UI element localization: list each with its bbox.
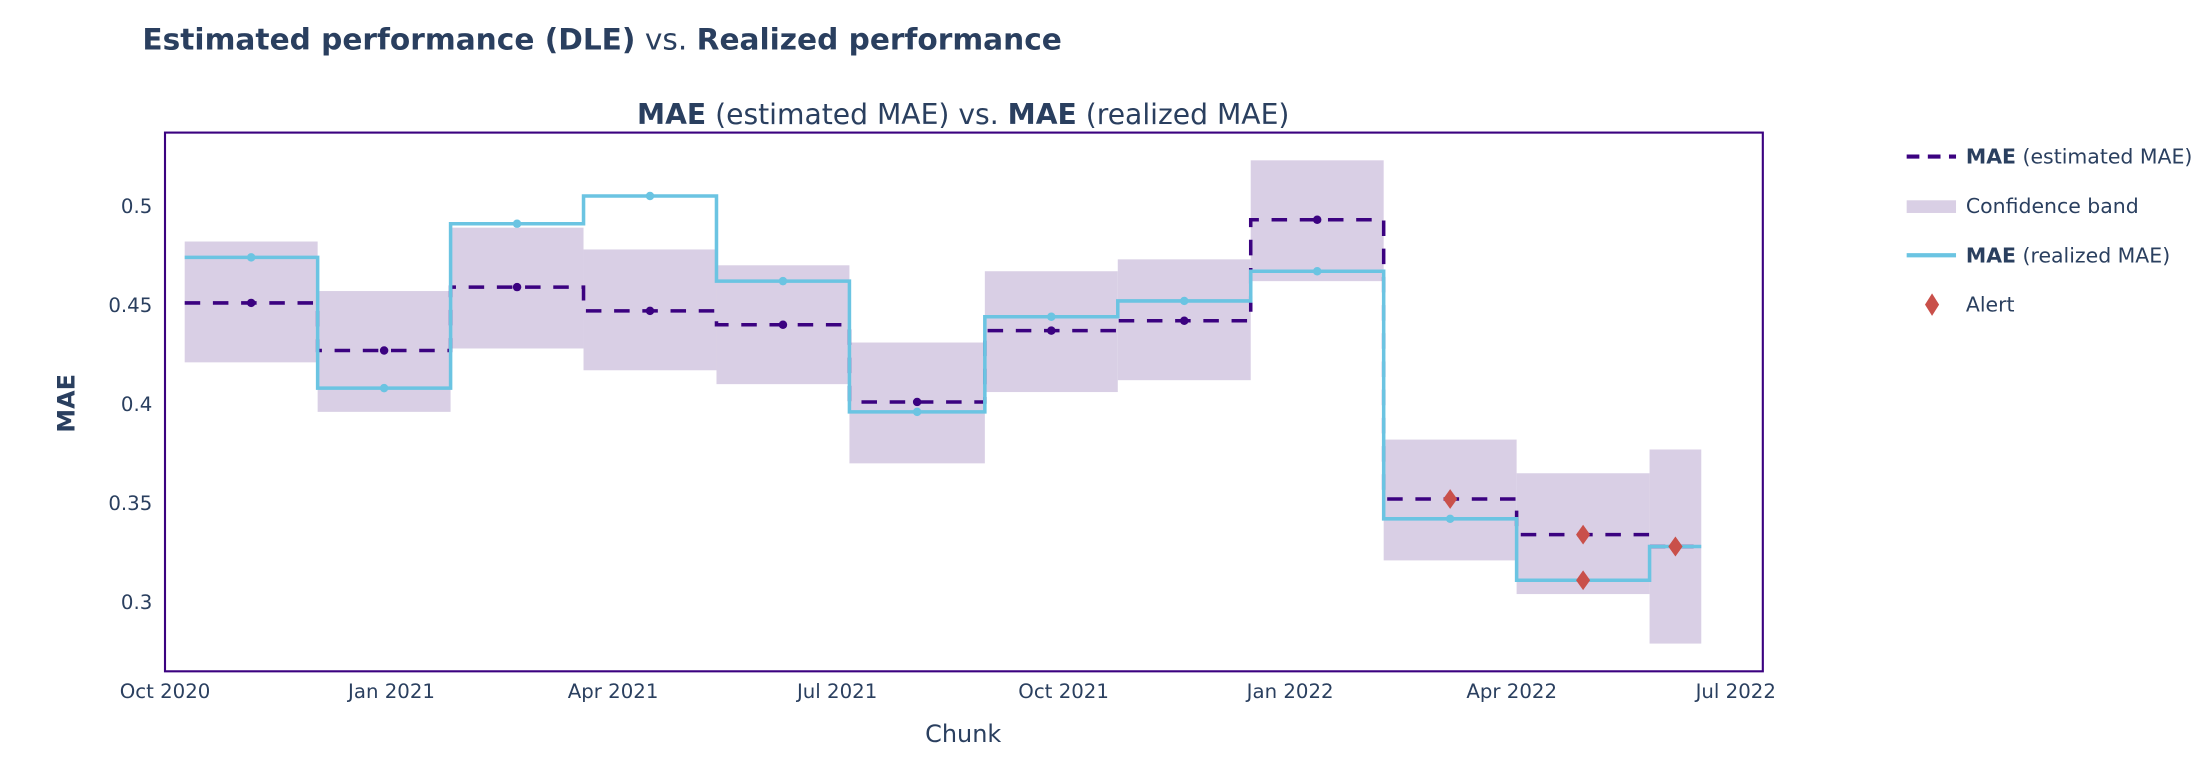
realized-point [379,383,389,393]
x-tick-label: Oct 2021 [1018,680,1109,703]
estimated-point [1312,215,1322,224]
chart-title: Estimated performance (DLE) vs. Realized… [142,22,1061,56]
x-tick-label: Oct 2020 [120,680,211,703]
realized-point [512,219,522,228]
x-tick-label: Jul 2021 [795,680,877,703]
x-tick-label: Apr 2022 [1466,680,1557,703]
x-axis-ticks: Oct 2020 Jan 2021 Apr 2021 Jul 2021 Oct 2021… [120,680,1776,703]
legend-item-alert[interactable]: Alert [1925,293,2015,317]
realized-point [1180,296,1189,306]
band-swatch-icon [1906,200,1957,213]
estimated-point [645,306,655,316]
x-tick-label: Jan 2021 [346,680,435,703]
realized-point [1445,514,1455,524]
svg-text:MAE (estimated MAE): MAE (estimated MAE) [1966,145,2193,169]
alert-marker [1576,570,1591,591]
estimated-point [246,298,256,308]
legend-item-estimated[interactable]: MAE (estimated MAE) [1906,145,2193,169]
legend: MAE (estimated MAE) Confidence band MAE … [1906,145,2193,317]
realized-point [246,253,256,262]
estimated-point [778,320,788,329]
y-tick-label: 0.3 [121,591,152,614]
svg-text:Confidence band: Confidence band [1966,194,2139,218]
alert-marker [1576,524,1591,545]
realized-point [1047,312,1056,322]
y-tick-label: 0.4 [121,393,152,416]
confidence-bands [184,160,1702,644]
estimated-point [1180,316,1189,325]
plot-frame [163,131,1764,673]
series-markers [246,191,1683,591]
x-tick-label: Jan 2022 [1245,680,1334,703]
legend-item-realized[interactable]: MAE (realized MAE) [1906,243,2171,267]
x-tick-label: Apr 2021 [568,680,659,703]
x-axis-label: Chunk [925,720,1001,748]
y-tick-label: 0.35 [108,492,152,515]
estimated-point [512,282,522,292]
realized-mae-line [184,194,1702,582]
series-lines [184,194,1702,582]
chart-subtitle: MAE (estimated MAE) vs. MAE (realized MA… [637,98,1289,131]
estimated-point [912,397,922,407]
y-tick-label: 0.5 [121,195,152,218]
y-axis-ticks: 0.3 0.35 0.4 0.45 0.5 [108,195,152,614]
estimated-point [1047,326,1056,335]
realized-point [912,407,922,417]
svg-text:Alert: Alert [1966,293,2015,317]
y-tick-label: 0.45 [108,294,152,317]
estimated-point [379,346,389,355]
realized-point [1312,267,1322,276]
diamond-icon [1925,293,1940,316]
svg-text:MAE (realized MAE): MAE (realized MAE) [1966,243,2170,267]
y-axis-label: MAE [53,374,81,433]
x-tick-label: Jul 2022 [1694,680,1776,703]
realized-point [778,276,788,286]
realized-point [645,191,655,201]
legend-item-confidence-band[interactable]: Confidence band [1906,194,2139,218]
alert-marker [1668,536,1683,557]
